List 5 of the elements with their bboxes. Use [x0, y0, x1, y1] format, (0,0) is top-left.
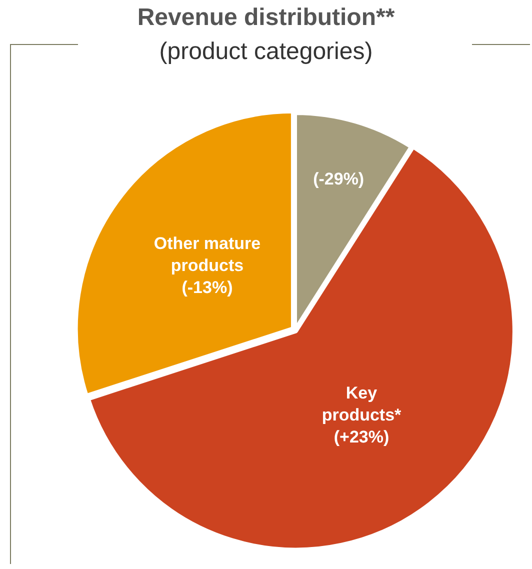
slice-label: Key products* (+23%): [322, 383, 402, 446]
chart-subtitle: (product categories): [158, 38, 374, 66]
slice-label: Other mature products (-13%): [154, 234, 261, 297]
chart-title: Revenue distribution**: [136, 4, 396, 32]
slice-label: (-29%): [313, 170, 364, 189]
